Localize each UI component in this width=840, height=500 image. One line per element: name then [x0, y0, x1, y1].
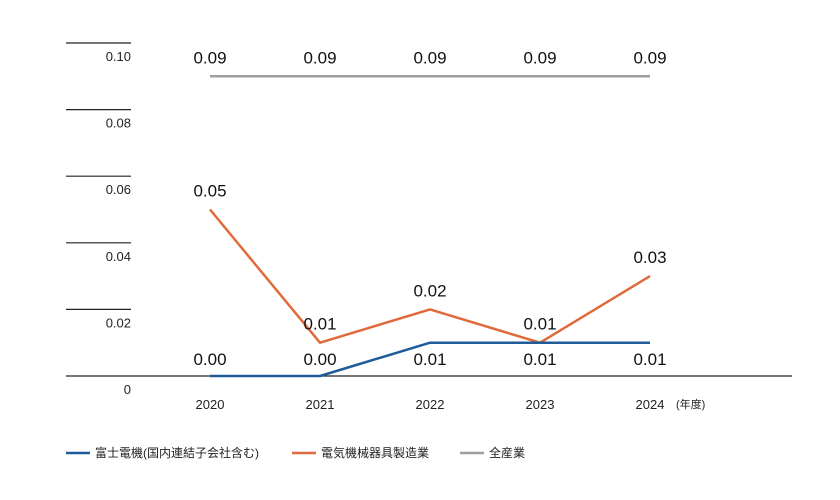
x-tick-label: 2023 [526, 397, 555, 412]
x-tick-label: 2020 [196, 397, 225, 412]
data-label-series-0: 0.01 [413, 350, 446, 369]
y-tick-label: 0.06 [106, 182, 131, 197]
series-line-0 [210, 341, 650, 378]
data-label-series-1: 0.01 [523, 315, 556, 334]
data-label-series-2: 0.09 [193, 48, 226, 67]
data-label-series-0: 0.00 [303, 350, 336, 369]
data-label-series-0: 0.00 [193, 350, 226, 369]
data-label-series-2: 0.09 [413, 48, 446, 67]
legend-label-0: 富士電機(国内連結子会社含む) [95, 445, 259, 460]
data-label-series-0: 0.01 [523, 350, 556, 369]
y-tick-label: 0.08 [106, 116, 131, 131]
x-tick-label: 2024 [636, 397, 665, 412]
x-axis-unit: (年度) [676, 397, 705, 411]
data-label-series-0: 0.01 [633, 350, 666, 369]
data-label-series-1: 0.02 [413, 281, 446, 300]
axis-layer: 0 0.02 0.04 0.06 0.08 0.10 2020 2021 2022 2023 202… [66, 42, 792, 412]
data-label-series-2: 0.09 [523, 48, 556, 67]
series-line-1 [209, 208, 651, 344]
y-tick-label: 0.04 [106, 249, 131, 264]
data-label-series-2: 0.09 [303, 48, 336, 67]
legend: 富士電機(国内連結子会社含む) 電気機械器具製造業 全産業 [66, 445, 525, 460]
data-label-series-2: 0.09 [633, 48, 666, 67]
legend-label-1: 電気機械器具製造業 [321, 445, 429, 460]
x-tick-label: 2021 [306, 397, 335, 412]
y-tick-label: 0 [124, 382, 131, 397]
data-label-layer: 0.00 0.00 0.01 0.01 0.01 0.05 0.01 0.02 0.01 0.03… [193, 48, 666, 369]
y-tick-label: 0.10 [106, 49, 131, 64]
x-tick-label: 2022 [416, 397, 445, 412]
data-label-series-1: 0.01 [303, 315, 336, 334]
y-tick-label: 0.02 [106, 315, 131, 330]
data-label-series-1: 0.05 [193, 182, 226, 201]
series-layer [209, 75, 651, 378]
data-label-series-1: 0.03 [633, 248, 666, 267]
legend-label-2: 全産業 [489, 445, 525, 460]
